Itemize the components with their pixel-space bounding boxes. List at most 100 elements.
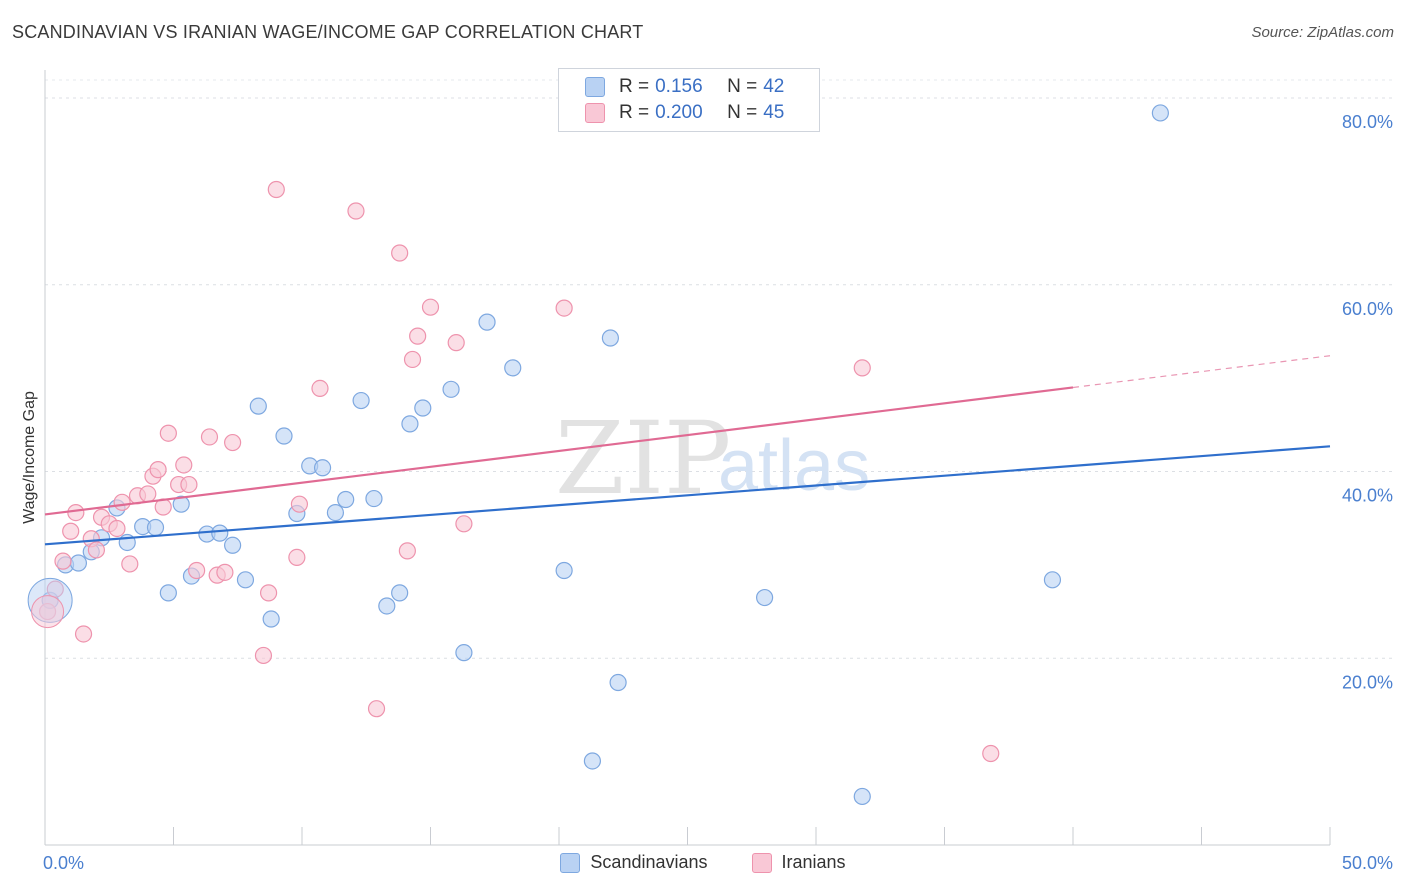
data-point <box>149 461 167 479</box>
data-point <box>211 524 229 542</box>
data-point <box>555 561 573 580</box>
data-point <box>337 490 355 509</box>
data-point <box>108 519 126 538</box>
data-point <box>583 752 602 770</box>
data-point <box>113 493 131 511</box>
data-point <box>200 428 219 446</box>
data-point <box>755 588 774 607</box>
data-point <box>403 350 422 369</box>
data-point <box>853 359 871 377</box>
legend-r-value: 0.156 <box>655 76 703 97</box>
data-point <box>391 584 409 602</box>
data-point <box>159 584 177 602</box>
data-point <box>254 646 273 665</box>
data-point <box>347 202 365 220</box>
data-point <box>447 334 465 352</box>
data-point <box>391 244 409 262</box>
data-point <box>982 744 1000 763</box>
x-tick-label: 0.0% <box>43 853 84 873</box>
data-point <box>121 555 139 573</box>
y-tick-label: 40.0% <box>1342 486 1393 506</box>
watermark-atlas: atlas <box>718 426 870 506</box>
y-tick-label: 80.0% <box>1342 112 1393 132</box>
data-point <box>378 597 396 615</box>
y-tick-label: 60.0% <box>1342 299 1393 319</box>
legend-swatch-scandinavians <box>585 77 605 97</box>
legend-swatch-iranians <box>585 103 605 123</box>
data-point <box>259 584 278 602</box>
series-name-iranians: Iranians <box>781 852 846 872</box>
axes <box>44 70 1331 846</box>
data-point <box>172 495 190 513</box>
series-swatch-scandinavians <box>560 852 581 873</box>
data-point <box>601 329 620 347</box>
series-legend: Scandinavians Iranians <box>0 852 1406 873</box>
data-point <box>159 424 177 442</box>
y-tick-label: 20.0% <box>1342 672 1393 692</box>
data-point <box>414 399 432 417</box>
data-points <box>27 104 1169 806</box>
data-point <box>175 456 193 474</box>
series-swatch-iranians <box>751 852 772 873</box>
legend-n-value: 42 <box>763 76 785 97</box>
data-point <box>54 552 72 570</box>
data-point <box>224 433 242 452</box>
legend-n-label: N = <box>727 76 758 97</box>
data-point <box>398 542 416 560</box>
data-point <box>609 673 627 692</box>
data-point <box>313 459 332 477</box>
series-legend-iranians: Iranians <box>751 852 846 873</box>
watermark: ZIP atlas <box>555 400 870 517</box>
data-point <box>442 380 460 398</box>
data-point <box>1043 571 1062 589</box>
series-points-iranians <box>38 180 1000 763</box>
data-point <box>224 536 242 554</box>
data-point <box>275 427 293 445</box>
y-axis-label: Wage/Income Gap <box>21 391 38 524</box>
data-point <box>262 610 280 628</box>
correlation-legend: R = 0.156 N = 42 R = 0.200 N = 45 <box>558 68 820 132</box>
x-tick-label: 50.0% <box>1342 853 1393 873</box>
data-point <box>139 485 157 503</box>
data-point <box>87 541 106 559</box>
legend-n-value: 45 <box>763 102 785 123</box>
legend-row-iranians: R = 0.200 N = 45 <box>585 100 784 126</box>
data-point <box>249 397 267 415</box>
legend-n-label: N = <box>727 102 758 123</box>
legend-r-value: 0.200 <box>655 102 703 123</box>
source-label: Source: ZipAtlas.com <box>1251 24 1394 41</box>
data-point <box>367 700 386 718</box>
trend-line-extension-iranians <box>1072 355 1331 389</box>
data-point <box>74 625 93 643</box>
data-point-cluster <box>31 595 65 629</box>
data-point <box>455 515 473 533</box>
data-point <box>352 391 370 410</box>
legend-r-label: R = <box>619 76 650 97</box>
data-point <box>853 787 871 806</box>
data-point <box>311 379 329 398</box>
data-point <box>216 563 234 581</box>
data-point <box>236 571 255 589</box>
data-point <box>365 489 383 508</box>
series-name-scandinavians: Scandinavians <box>590 852 708 872</box>
data-point <box>67 503 85 522</box>
data-point <box>188 561 206 580</box>
data-point <box>401 415 419 433</box>
data-point <box>421 298 440 316</box>
data-point <box>555 299 573 317</box>
data-point <box>180 475 198 494</box>
data-point <box>455 644 473 662</box>
data-point <box>69 554 88 572</box>
axis-labels: 20.0% 40.0% 60.0% 80.0% 0.0% 50.0% Wage/Income… <box>21 112 1393 873</box>
data-point <box>290 495 309 513</box>
data-point <box>409 327 427 345</box>
series-legend-scandinavians: Scandinavians <box>560 852 708 873</box>
trend-line-iranians <box>44 386 1074 516</box>
data-point <box>504 359 522 377</box>
trend-line-scandinavians <box>44 445 1331 546</box>
data-point <box>267 180 285 199</box>
data-point <box>146 518 165 537</box>
chart-title: SCANDINAVIAN VS IRANIAN WAGE/INCOME GAP … <box>12 22 644 42</box>
data-point <box>62 522 80 540</box>
